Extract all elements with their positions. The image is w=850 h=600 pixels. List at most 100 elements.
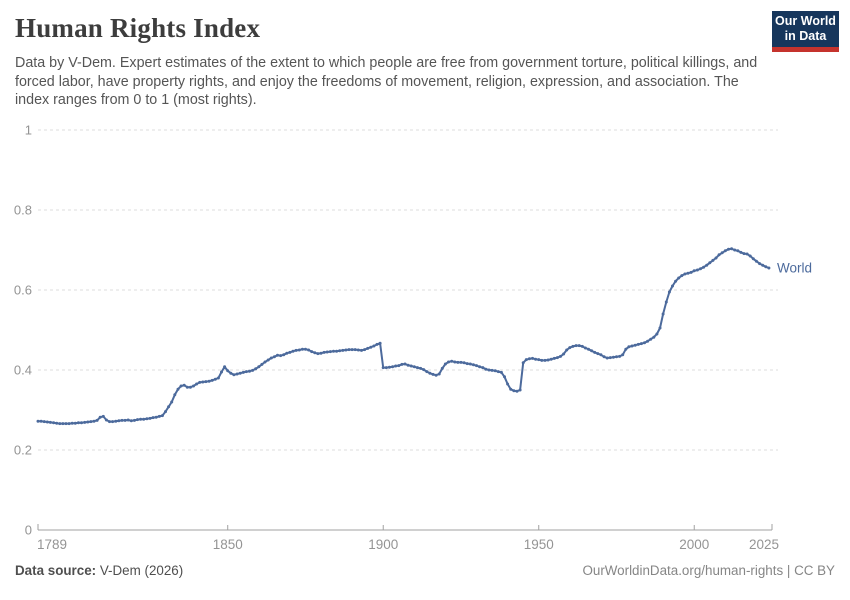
world-series-point: [279, 354, 283, 358]
credit-link[interactable]: OurWorldinData.org/human-rights | CC BY: [582, 563, 835, 578]
world-series-point: [748, 254, 752, 258]
world-series-point: [409, 364, 413, 368]
world-series-point: [120, 418, 124, 422]
world-series-point: [260, 362, 264, 366]
x-tick-label: 1900: [368, 537, 398, 552]
world-series-point: [422, 368, 426, 372]
world-series-point: [378, 341, 382, 345]
world-series-point: [353, 348, 357, 352]
world-series-point: [269, 356, 273, 360]
world-series-point: [232, 373, 236, 377]
world-series-point: [167, 405, 171, 409]
world-series-point: [226, 369, 230, 373]
data-source: Data source: V-Dem (2026): [15, 563, 183, 578]
world-series-point: [490, 368, 494, 372]
world-series-point: [101, 414, 105, 418]
data-source-value: V-Dem (2026): [96, 563, 184, 578]
world-series-point: [630, 344, 634, 348]
world-series-point: [419, 366, 423, 370]
world-series-point: [347, 348, 351, 352]
world-series-point: [692, 269, 696, 273]
world-series-point: [241, 370, 245, 374]
world-series-point: [450, 359, 454, 363]
world-series-point: [313, 351, 317, 355]
owid-logo-line1: Our World: [775, 14, 836, 28]
world-series-point: [493, 369, 497, 373]
world-series-point: [518, 388, 522, 392]
world-series-point: [680, 274, 684, 278]
world-series-point: [565, 348, 569, 352]
world-series-point: [48, 420, 52, 424]
world-series-point: [322, 350, 326, 354]
world-series-point: [80, 421, 83, 425]
world-series-point: [677, 276, 681, 280]
world-series-point: [387, 365, 391, 369]
world-series-point: [307, 348, 311, 352]
world-series-point: [702, 265, 706, 269]
world-series-point: [714, 256, 718, 260]
world-series-point: [213, 377, 217, 381]
world-series-point: [157, 414, 161, 418]
world-series-point: [92, 419, 96, 423]
world-series-point: [170, 400, 174, 404]
world-series-point: [621, 353, 625, 357]
world-series-point: [341, 348, 345, 352]
world-series-point: [86, 420, 90, 424]
world-series-point: [764, 265, 768, 269]
world-series-point: [509, 387, 513, 391]
world-series-point: [244, 370, 248, 374]
world-series-point: [515, 389, 519, 393]
world-series-point: [76, 421, 80, 425]
world-series-point: [363, 348, 367, 352]
world-series-point: [425, 370, 429, 374]
world-series-point: [204, 380, 208, 384]
world-series-point: [608, 356, 612, 360]
world-series-point: [711, 258, 715, 262]
world-series-point: [431, 372, 435, 376]
world-series-point: [220, 370, 223, 374]
world-series-point: [695, 268, 699, 272]
world-series-point: [624, 347, 628, 351]
world-series-point: [282, 353, 286, 357]
world-series-point: [428, 371, 432, 375]
world-series-point: [723, 249, 727, 253]
world-series-point: [360, 348, 363, 352]
world-series-point: [751, 257, 755, 261]
world-series-point: [555, 356, 559, 360]
world-series-point: [649, 337, 653, 341]
world-series-point: [201, 380, 205, 384]
world-series-point: [667, 290, 671, 294]
world-series-line[interactable]: [38, 247, 770, 425]
world-series-point: [151, 416, 155, 420]
owid-logo-red-bar: [772, 47, 839, 52]
world-series-point: [98, 415, 102, 419]
world-series-point: [356, 348, 360, 352]
world-series-point: [176, 387, 180, 391]
world-series-point: [216, 376, 220, 380]
world-series-point: [727, 247, 730, 251]
world-series-point: [627, 345, 631, 349]
world-series-point: [468, 362, 472, 366]
world-series-point: [521, 361, 525, 365]
y-tick-label: 0: [25, 523, 32, 538]
y-tick-label: 0.2: [14, 443, 32, 458]
world-series-point: [52, 421, 56, 425]
world-series-point: [332, 349, 335, 353]
world-series-point: [487, 368, 491, 372]
owid-logo[interactable]: Our World in Data: [772, 11, 839, 52]
world-series-point: [699, 267, 702, 271]
world-series-point: [636, 342, 640, 346]
world-series-point: [639, 342, 643, 346]
world-series-point: [104, 418, 108, 422]
world-series-point: [397, 364, 401, 368]
world-series-point: [123, 418, 127, 422]
world-series-point: [394, 364, 398, 368]
world-series-point: [142, 417, 146, 421]
world-series-point: [285, 351, 289, 355]
y-tick-label: 0.6: [14, 283, 32, 298]
series-label-world[interactable]: World: [777, 261, 812, 276]
world-series-point: [83, 420, 87, 424]
chart-subtitle: Data by V-Dem. Expert estimates of the e…: [15, 55, 758, 108]
world-series-point: [506, 382, 510, 386]
world-series-point: [173, 393, 177, 397]
